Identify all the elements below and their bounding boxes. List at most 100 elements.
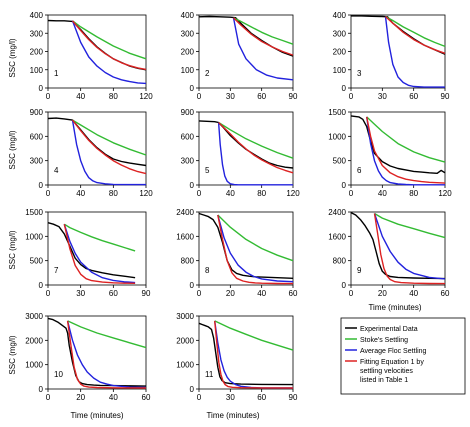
panel-4-ytick-label-2: 600 [30, 132, 44, 141]
panel-1: 0 40 80 120 0 100 200 300 400 1 [30, 11, 154, 101]
panel-10: 0 20 40 60 0 1000 2000 3000 10 [25, 312, 151, 402]
panel-2-series-floc [232, 17, 294, 81]
panel-6-ytick-label-1: 500 [333, 157, 347, 166]
panel-9-frame [350, 211, 446, 286]
panel-5-ytick-label-1: 300 [181, 157, 195, 166]
panel-4-xtick-label-0: 0 [46, 189, 51, 198]
legend-label-stokes: Stoke's Settling [360, 337, 408, 344]
panel-8-ytick-label-0: 0 [190, 281, 195, 290]
panel-6-number: 6 [357, 166, 362, 175]
panel-3-ytick-label-3: 300 [333, 29, 347, 38]
panel-9-ytick-label-3: 2400 [328, 208, 346, 217]
panel-5-ytick-label-2: 600 [181, 132, 195, 141]
y-axis-label-row-1: SSC (mg/l) [8, 38, 17, 77]
panel-9-xtick-label-2: 40 [409, 289, 418, 298]
panel-4-ytick-label-0: 0 [39, 181, 44, 190]
panel-3-ytick-label-1: 100 [333, 66, 347, 75]
panel-1-ytick-label-3: 300 [30, 29, 44, 38]
panel-7-ytick-label-1: 500 [30, 257, 44, 266]
panel-9-series-floc [373, 213, 446, 280]
panel-2-ytick-label-2: 200 [181, 48, 195, 57]
panel-8-xtick-label-2: 40 [257, 289, 266, 298]
panel-7-ytick-label-3: 1500 [25, 208, 43, 217]
panel-1-series-fitting [71, 20, 147, 71]
panel-6-series-stokes [366, 116, 446, 163]
panel-1-series-stokes [72, 20, 147, 60]
panel-3-series-floc [384, 16, 445, 88]
legend-label-floc: Average Floc Settling [360, 348, 427, 355]
panel-6-xtick-label-0: 0 [349, 189, 354, 198]
panel-3-ytick-label-0: 0 [342, 84, 347, 93]
panel-2-ytick-label-4: 400 [181, 11, 195, 20]
panel-1-ytick-label-0: 0 [39, 84, 44, 93]
panel-4-series-experimental [47, 117, 147, 167]
panel-9-series-experimental [350, 211, 446, 280]
panel-6-series-experimental [350, 115, 446, 175]
x-axis-label-col-1: Time (minutes) [70, 411, 123, 420]
panel-7-frame [47, 211, 147, 286]
panel-6: 0 40 80 120 0 500 1000 1500 6 [328, 108, 452, 198]
panel-3-number: 3 [357, 69, 362, 78]
panel-9-ytick-label-1: 800 [333, 257, 347, 266]
panel-11-number: 11 [205, 370, 214, 379]
panel-4-number: 4 [54, 166, 59, 175]
panel-8-series-experimental [198, 212, 294, 279]
panel-7-series-fitting [63, 224, 136, 284]
panel-4-xtick-label-1: 40 [76, 189, 85, 198]
x-axis-label-col-3: Time (minutes) [368, 303, 421, 312]
panel-10-ytick-label-1: 1000 [25, 361, 43, 370]
panel-1-series-experimental [47, 19, 147, 71]
x-axis-label-col-2: Time (minutes) [206, 411, 259, 420]
panel-11-series-floc [214, 320, 294, 389]
panel-7-xtick-label-0: 0 [46, 289, 51, 298]
panel-5-ytick-label-0: 0 [190, 181, 195, 190]
panel-10-number: 10 [54, 370, 63, 379]
panel-11-ytick-label-0: 0 [190, 385, 195, 394]
panel-1-ytick-label-1: 100 [30, 66, 44, 75]
panel-8-xtick-label-0: 0 [197, 289, 202, 298]
panel-11: 0 30 60 90 0 1000 2000 3000 11 [176, 312, 298, 402]
panel-4-xtick-label-3: 120 [139, 189, 153, 198]
panel-6-ytick-label-0: 0 [342, 181, 347, 190]
panel-9-ytick-label-2: 1600 [328, 232, 346, 241]
panel-3: 0 30 60 90 0 100 200 300 400 3 [333, 11, 450, 101]
panel-10-frame [47, 315, 147, 390]
panel-11-frame [198, 315, 294, 390]
panel-9-series-stokes [374, 212, 446, 239]
panel-4-ytick-label-1: 300 [30, 157, 44, 166]
panel-5-ytick-label-3: 900 [181, 108, 195, 117]
panel-8-frame [198, 211, 294, 286]
panel-1-xtick-label-0: 0 [46, 92, 51, 101]
panel-7-series-stokes [63, 223, 136, 252]
panel-6-ytick-label-2: 1000 [328, 132, 346, 141]
panel-11-xtick-label-1: 30 [226, 393, 235, 402]
panel-2-xtick-label-0: 0 [197, 92, 202, 101]
panel-1-frame [47, 14, 147, 89]
panel-8-number: 8 [205, 266, 210, 275]
panel-5-series-floc [217, 122, 293, 186]
y-axis-label-row-4: SSC (mg/l) [8, 335, 17, 374]
panel-11-xtick-label-2: 60 [257, 393, 266, 402]
panel-7-xtick-label-2: 60 [109, 289, 118, 298]
panel-5-xtick-label-2: 80 [257, 189, 266, 198]
panel-7-series-floc [63, 223, 136, 284]
panel-1-ytick-label-4: 400 [30, 11, 44, 20]
panel-8-ytick-label-2: 1600 [176, 232, 194, 241]
panel-5-xtick-label-1: 40 [226, 189, 235, 198]
panel-9-ytick-label-0: 0 [342, 281, 347, 290]
panel-4-series-fitting [71, 119, 147, 175]
panel-6-frame [350, 111, 446, 186]
panel-3-ytick-label-2: 200 [333, 48, 347, 57]
panel-4-series-floc [71, 119, 146, 186]
legend: Experimental Data Stoke's Settling Avera… [340, 317, 466, 395]
panel-1-xtick-label-2: 80 [109, 92, 118, 101]
panel-6-series-floc [366, 116, 445, 186]
panel-10-ytick-label-2: 2000 [25, 336, 43, 345]
panel-3-xtick-label-1: 30 [378, 92, 387, 101]
legend-box [340, 317, 466, 395]
panel-9-xtick-label-0: 0 [349, 289, 354, 298]
panel-8-series-stokes [217, 214, 294, 262]
panel-1-ytick-label-2: 200 [30, 48, 44, 57]
panel-11-series-fitting [214, 320, 294, 389]
